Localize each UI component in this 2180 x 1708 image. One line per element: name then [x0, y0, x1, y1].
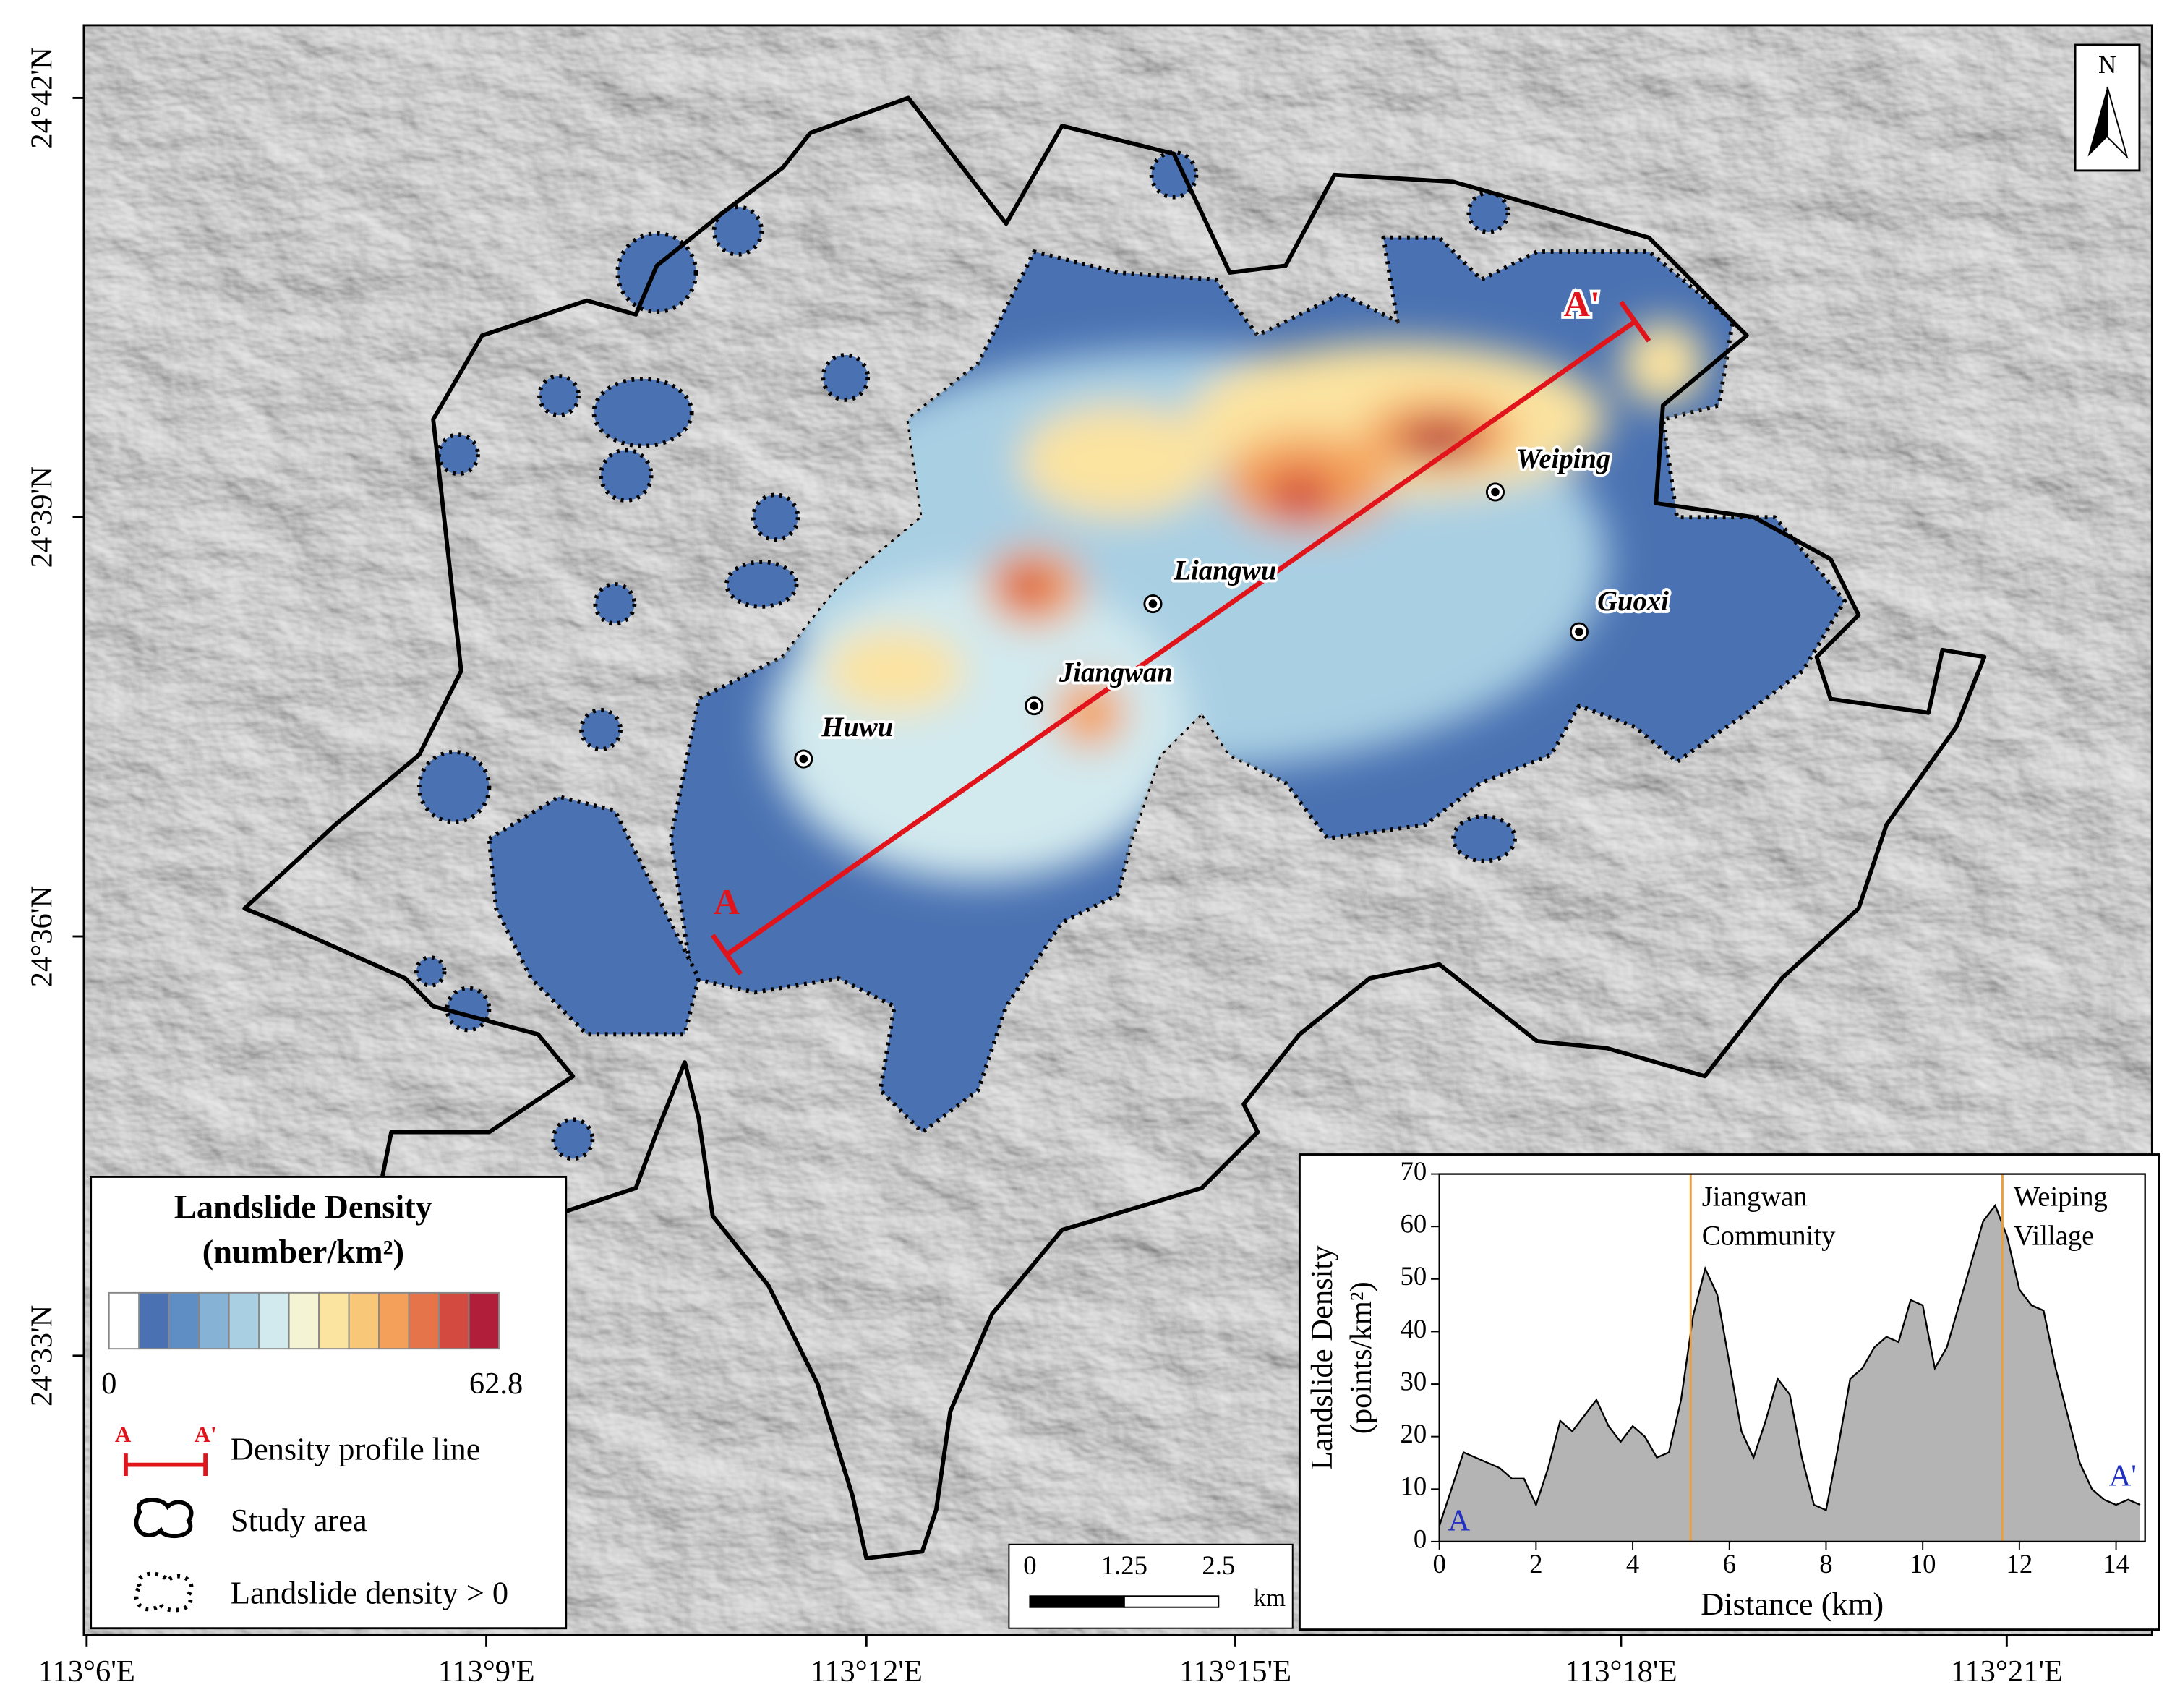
legend-swatch	[408, 1291, 440, 1350]
y-tick-label: 70	[1401, 1156, 1427, 1186]
profile-line	[1438, 1203, 2141, 1526]
lat-label: 24°36'N	[25, 886, 59, 987]
north-arrow: N	[2074, 43, 2141, 172]
legend-swatch	[288, 1291, 320, 1350]
y-tick-label: 60	[1401, 1209, 1427, 1239]
x-axis-label: Distance (km)	[1701, 1586, 1884, 1622]
lon-label: 113°18'E	[1565, 1654, 1677, 1688]
legend-swatch	[468, 1291, 500, 1350]
lon-label: 113°9'E	[438, 1654, 535, 1688]
lat-label: 24°39'N	[25, 466, 59, 568]
scale-tick-label: 0	[1023, 1550, 1036, 1580]
legend-swatch	[438, 1291, 470, 1350]
x-tick-label: 14	[2103, 1549, 2129, 1579]
legend-swatch	[228, 1291, 260, 1350]
x-tick-label: 8	[1819, 1549, 1832, 1579]
place-marker-dot	[1030, 701, 1038, 710]
profile-area	[1439, 1205, 2140, 1542]
scale-tick-label: 2.5	[1202, 1550, 1235, 1580]
north-label: N	[2098, 51, 2116, 79]
profile-chart: JiangwanCommunityWeipingVillage010203040…	[1298, 1153, 2160, 1631]
x-tick-label: 2	[1529, 1549, 1542, 1579]
legend-title: Landslide Density	[174, 1189, 432, 1226]
legend-swatch	[378, 1291, 410, 1350]
marker-label: Jiangwan	[1702, 1182, 1808, 1212]
legend-item: Study area	[231, 1502, 367, 1538]
chart-end-label: A'	[2109, 1459, 2137, 1493]
place-label: Liangwu	[1173, 555, 1276, 586]
legend-profile-a: A	[115, 1422, 132, 1447]
legend-unit: (number/km²)	[202, 1234, 404, 1271]
map-frame	[82, 24, 2153, 1636]
legend-swatch	[258, 1291, 290, 1350]
profile-start-label: A	[714, 881, 740, 922]
place-label: Jiangwan	[1059, 657, 1173, 688]
y-tick-label: 50	[1401, 1261, 1427, 1291]
legend-profile-a-prime: A'	[195, 1422, 217, 1447]
legend-swatch	[348, 1291, 380, 1350]
y-tick-label: 0	[1414, 1524, 1427, 1553]
lon-label: 113°15'E	[1179, 1654, 1291, 1688]
place-label: Weiping	[1516, 444, 1610, 474]
place-marker-dot	[1148, 599, 1158, 608]
legend-item: Density profile line	[231, 1430, 481, 1466]
profile-line	[710, 300, 1651, 976]
legend-swatch	[168, 1291, 200, 1350]
plot-frame	[1438, 1173, 2146, 1543]
scale-unit: km	[1254, 1584, 1286, 1612]
lat-label: 24°42'N	[25, 47, 59, 148]
marker-label: Village	[2014, 1221, 2094, 1251]
place-label: Huwu	[821, 712, 893, 743]
y-tick-label: 40	[1401, 1314, 1427, 1344]
marker-label: Community	[1702, 1221, 1836, 1251]
places: Huwu Jiangwan Liangwu Weiping Guoxi	[794, 441, 1672, 769]
y-tick-label: 20	[1401, 1419, 1427, 1448]
scale-segment	[1123, 1595, 1220, 1608]
marker-label: Weiping	[2014, 1182, 2108, 1212]
scale-bar: km 0 1.25 2.5	[1008, 1543, 1294, 1629]
x-tick-label: 0	[1432, 1549, 1445, 1579]
lon-label: 113°12'E	[811, 1654, 923, 1688]
legend-swatch	[108, 1291, 140, 1350]
place-label: Guoxi	[1597, 586, 1669, 617]
study-area	[242, 95, 1987, 1560]
legend-swatch	[198, 1291, 230, 1350]
y-axis-label: Landslide Density	[1305, 1245, 1339, 1470]
scale-tick-label: 1.25	[1101, 1550, 1147, 1580]
x-tick-label: 4	[1626, 1549, 1639, 1579]
place-marker-dot	[799, 754, 808, 764]
legend-swatch	[318, 1291, 350, 1350]
y-axis-label: (points/km²)	[1344, 1281, 1378, 1434]
place-marker-dot	[1575, 627, 1583, 636]
profile-end-label: A'	[1564, 283, 1600, 324]
x-tick-label: 10	[1910, 1549, 1936, 1579]
legend-min: 0	[101, 1367, 116, 1401]
graticule: 24°42'N 24°39'N 24°36'N 24°33'N 113°6'E 113°9…	[25, 47, 2063, 1688]
density-hotspots	[768, 321, 1705, 881]
x-tick-label: 6	[1723, 1549, 1736, 1579]
legend-item: Landslide density > 0	[231, 1574, 508, 1610]
lon-label: 113°6'E	[38, 1654, 135, 1688]
x-tick-label: 12	[2006, 1549, 2033, 1579]
density-surface	[414, 150, 1845, 1161]
y-tick-label: 30	[1401, 1366, 1427, 1396]
place-marker-dot	[1491, 487, 1500, 497]
legend-max: 62.8	[469, 1367, 523, 1401]
lon-label: 113°21'E	[1951, 1654, 2063, 1688]
y-tick-label: 10	[1401, 1472, 1427, 1501]
legend-swatch	[138, 1291, 170, 1350]
lat-label: 24°33'N	[25, 1305, 59, 1406]
scale-segment	[1029, 1595, 1125, 1608]
chart-start-label: A	[1448, 1504, 1470, 1538]
legend: Landslide Density (number/km²) 0 62.8 A …	[90, 1176, 568, 1630]
